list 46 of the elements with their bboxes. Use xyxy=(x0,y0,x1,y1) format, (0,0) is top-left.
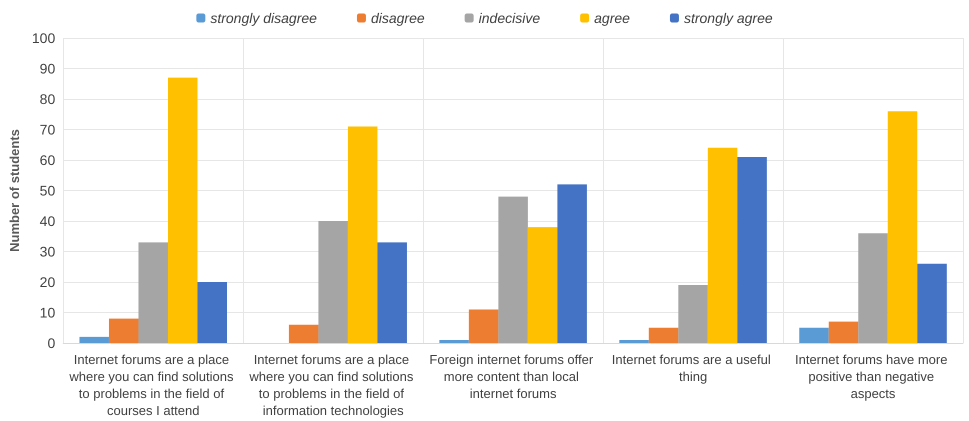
bar xyxy=(678,285,708,343)
y-tick-label: 80 xyxy=(40,91,56,107)
legend-label: agree xyxy=(594,10,630,26)
x-tick-label: Internet forums are a place where you can find solutions to problems in the field of information technologies xyxy=(248,352,418,418)
bar xyxy=(828,322,858,343)
bar xyxy=(138,242,168,343)
legend-label: indecisive xyxy=(478,10,540,26)
bar xyxy=(198,282,228,343)
y-tick-label: 10 xyxy=(40,304,56,320)
y-tick-label: 60 xyxy=(40,152,56,168)
bar xyxy=(888,111,918,343)
bar xyxy=(79,336,109,343)
bar xyxy=(737,156,767,343)
bar xyxy=(557,184,587,343)
bar xyxy=(799,328,829,343)
legend-label: strongly agree xyxy=(684,10,773,26)
bar xyxy=(168,78,198,343)
bar xyxy=(858,233,888,343)
x-tick-label: Internet forums have more positive than negative aspects xyxy=(794,352,952,401)
y-tick-label: 70 xyxy=(40,122,56,138)
bar xyxy=(528,227,558,343)
bar xyxy=(619,340,649,343)
legend-label: disagree xyxy=(370,10,425,26)
bar xyxy=(439,340,469,343)
y-tick-label: 100 xyxy=(32,30,56,46)
bar xyxy=(318,221,348,343)
x-tick-label: Internet forums are a useful thing xyxy=(612,352,774,384)
y-axis-title: Number of students xyxy=(7,129,22,252)
x-tick-label: Foreign internet forums offer more content than local internet forums xyxy=(429,352,597,401)
bar xyxy=(648,328,678,343)
y-tick-label: 20 xyxy=(40,274,56,290)
y-tick-label: 50 xyxy=(40,182,56,198)
bar xyxy=(348,126,378,343)
legend-label: strongly disagree xyxy=(210,10,318,26)
x-tick-label: Internet forums are a place where you can find solutions to problems in the field of courses I attend xyxy=(68,352,238,418)
bar xyxy=(468,309,498,343)
bar xyxy=(108,318,138,343)
y-tick-label: 0 xyxy=(47,335,56,351)
y-tick-label: 90 xyxy=(40,60,56,76)
y-tick-label: 30 xyxy=(40,244,56,260)
bar xyxy=(708,148,738,343)
bar xyxy=(288,324,318,343)
bar xyxy=(917,264,947,343)
y-tick-label: 40 xyxy=(40,213,56,229)
bar xyxy=(377,242,407,343)
bar xyxy=(498,196,528,343)
